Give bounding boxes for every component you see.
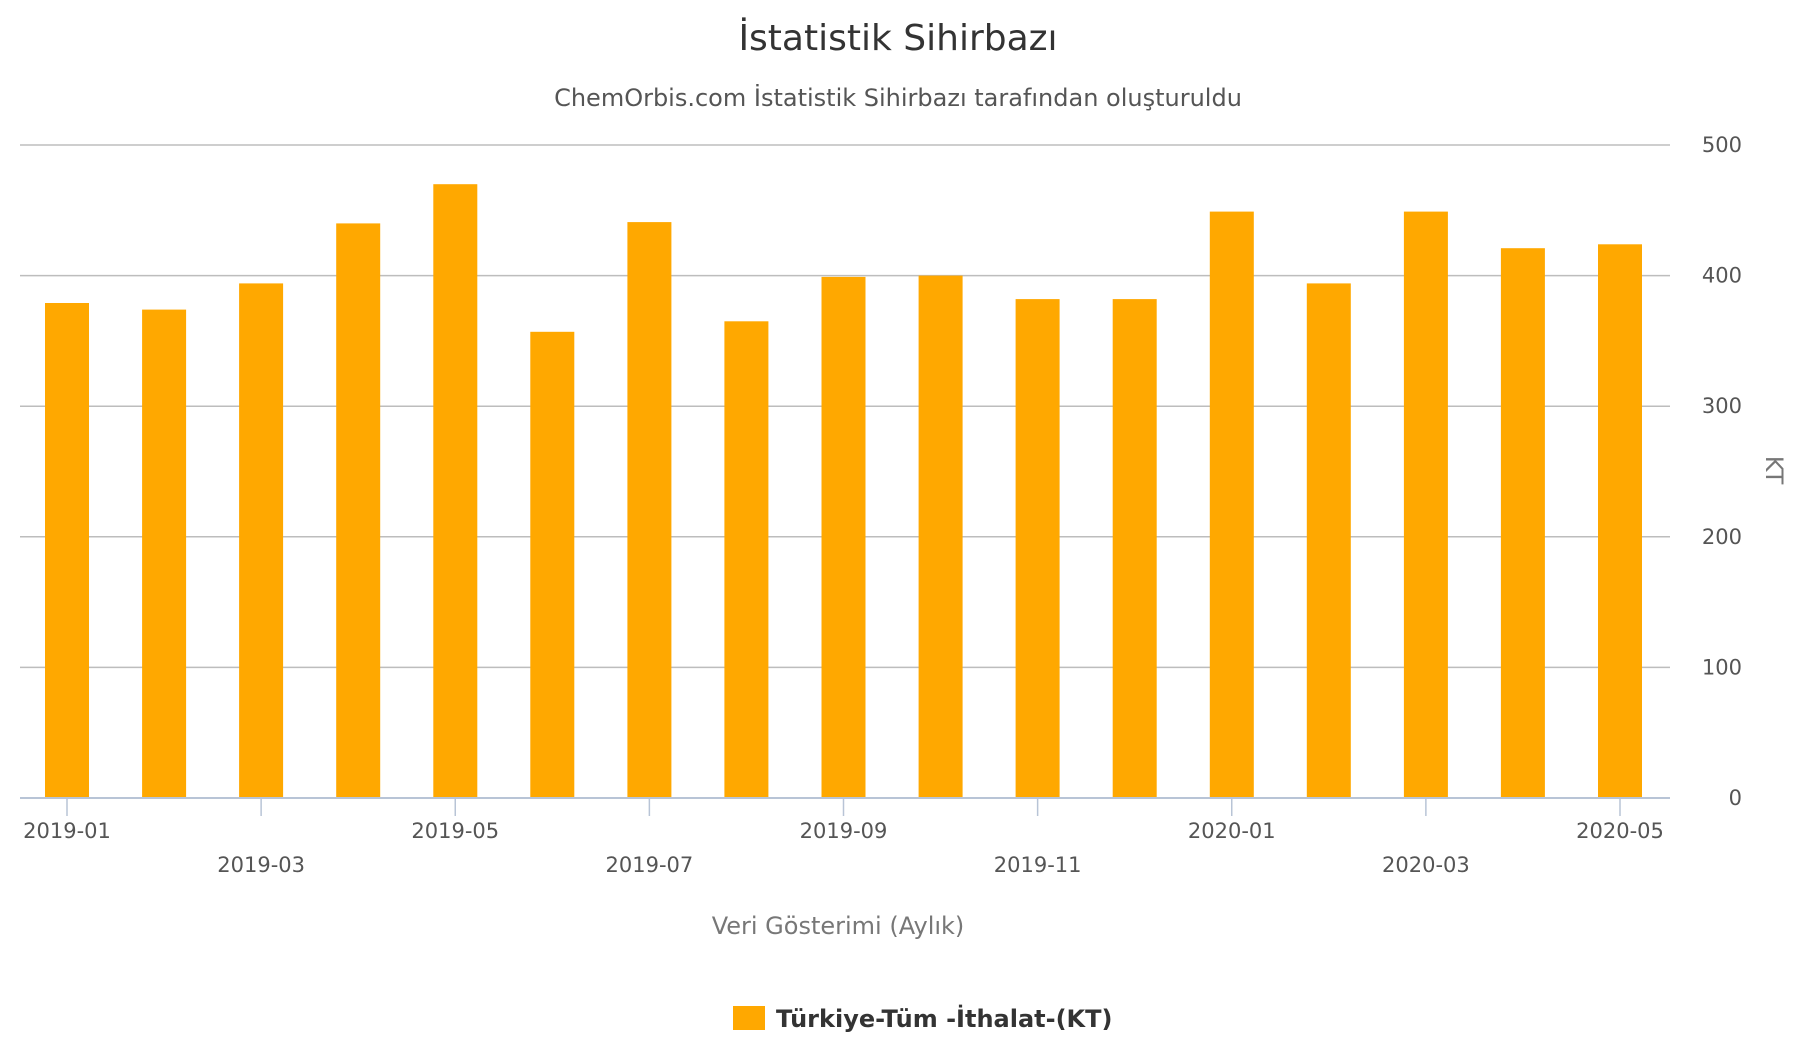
y-tick-label: 100	[1702, 655, 1742, 679]
x-tick-label: 2019-09	[800, 819, 888, 843]
bar-2020-03[interactable]	[1403, 211, 1448, 799]
bar-2019-08[interactable]	[724, 321, 769, 798]
bar-2019-10[interactable]	[918, 275, 963, 799]
bar-2019-04[interactable]	[336, 223, 381, 798]
x-tick-label: 2020-03	[1382, 853, 1470, 877]
bar-2019-09[interactable]	[821, 276, 866, 798]
x-tick-label: 2019-03	[217, 853, 305, 877]
bar-2019-05[interactable]	[433, 184, 478, 798]
bar-2019-07[interactable]	[627, 222, 672, 799]
x-tick-label: 2019-05	[411, 819, 499, 843]
chart-subtitle: ChemOrbis.com İstatistik Sihirbazı taraf…	[554, 83, 1242, 112]
y-tick-label: 200	[1702, 525, 1742, 549]
x-tick-label: 2020-05	[1576, 819, 1664, 843]
bar-series[interactable]	[45, 184, 1642, 799]
legend-swatch	[733, 1006, 765, 1030]
x-tick-label: 2020-01	[1188, 819, 1276, 843]
bar-2020-04[interactable]	[1500, 248, 1545, 798]
bar-2019-06[interactable]	[530, 331, 575, 798]
bar-2020-02[interactable]	[1306, 283, 1351, 798]
bar-2019-12[interactable]	[1112, 299, 1157, 798]
x-tick-label: 2019-11	[994, 853, 1082, 877]
bar-2020-05[interactable]	[1598, 244, 1642, 799]
y-tick-label: 500	[1702, 133, 1742, 157]
x-tick-label: 2019-07	[606, 853, 694, 877]
bar-2019-02[interactable]	[142, 309, 187, 798]
bar-2019-11[interactable]	[1015, 299, 1060, 798]
chart-title: İstatistik Sihirbazı	[738, 17, 1057, 59]
x-axis-title: Veri Gösterimi (Aylık)	[712, 912, 965, 940]
bar-2020-01[interactable]	[1209, 211, 1254, 799]
legend[interactable]: Türkiye-Tüm -İthalat-(KT)	[733, 1004, 1113, 1033]
y-tick-label: 400	[1702, 264, 1742, 288]
x-tick-label: 2019-01	[23, 819, 111, 843]
legend-label[interactable]: Türkiye-Tüm -İthalat-(KT)	[776, 1004, 1113, 1033]
bar-2019-01[interactable]	[45, 303, 89, 798]
axes: 0 100 200 300 400 500 2019-01 2019-03 2019-05 201…	[20, 133, 1742, 877]
y-tick-label: 0	[1729, 786, 1742, 810]
y-tick-label: 300	[1702, 394, 1742, 418]
y-axis-title: KT	[1760, 456, 1788, 485]
bar-2019-03[interactable]	[239, 283, 284, 798]
